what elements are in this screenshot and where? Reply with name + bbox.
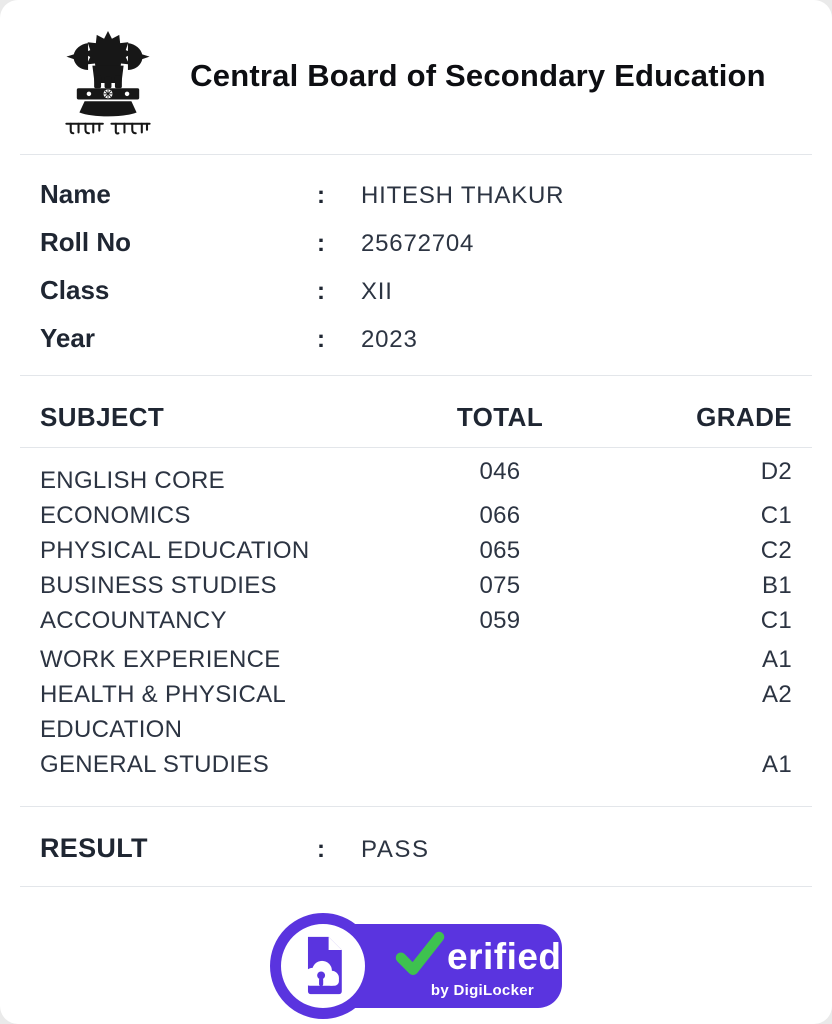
table-row: GENERAL STUDIES A1: [40, 747, 792, 782]
column-header-grade: GRADE: [696, 402, 792, 432]
info-value: XII: [361, 278, 393, 305]
page-title: Central Board of Secondary Education: [190, 58, 766, 93]
subject-cell: PHYSICAL EDUCATION: [40, 537, 310, 564]
digilocker-cloud-document-icon: [304, 936, 342, 995]
subject-cell: ENGLISH CORE: [40, 467, 225, 494]
table-row: ECONOMICS 066 C1: [40, 498, 792, 533]
spacer: [40, 782, 792, 806]
by-digilocker-text: by DigiLocker: [430, 982, 534, 999]
subject-cell: ACCOUNTANCY: [40, 607, 227, 634]
total-cell: 066: [479, 502, 521, 529]
marks-table-body: ENGLISH CORE 046 D2 ECONOMICS 066 C1 PHY…: [0, 448, 832, 806]
info-row-class: Class : XII: [40, 267, 792, 315]
table-row: ENGLISH CORE 046 D2: [40, 458, 792, 498]
info-colon: :: [317, 326, 325, 353]
result-value: PASS: [361, 836, 430, 863]
subject-cell: HEALTH & PHYSICAL EDUCATION: [40, 681, 286, 743]
info-row-rollno: Roll No : 25672704: [40, 219, 792, 267]
table-row: WORK EXPERIENCE A1: [40, 642, 792, 677]
info-colon: :: [317, 278, 325, 305]
verified-text: erified: [447, 936, 562, 977]
total-cell: 075: [479, 572, 521, 599]
verified-row: erified: [394, 931, 562, 982]
grade-cell: D2: [760, 458, 792, 485]
info-value: HITESH THAKUR: [361, 182, 565, 209]
divider: [20, 447, 812, 448]
grade-cell: A1: [762, 646, 792, 673]
checkmark-icon: [395, 931, 445, 976]
badge-circle: [270, 913, 376, 1019]
divider: [20, 886, 812, 887]
digilocker-verified-badge: erified by DigiLocker: [270, 913, 562, 1019]
info-colon: :: [317, 230, 325, 257]
subject-cell: WORK EXPERIENCE: [40, 646, 281, 673]
column-header-subject: SUBJECT: [40, 402, 165, 432]
student-info: Name : HITESH THAKUR Roll No : 25672704 …: [0, 155, 832, 375]
info-value: 2023: [361, 326, 418, 353]
total-cell: 059: [479, 607, 521, 634]
subject-cell: ECONOMICS: [40, 502, 191, 529]
info-value: 25672704: [361, 230, 475, 257]
total-cell: 046: [479, 458, 521, 485]
badge-container: erified by DigiLocker: [0, 913, 832, 1019]
grade-cell: C1: [760, 502, 792, 529]
marks-table-header: SUBJECT TOTAL GRADE: [0, 376, 832, 447]
column-header-total: TOTAL: [456, 402, 544, 432]
header: Central Board of Secondary Education: [0, 0, 832, 154]
grade-cell: B1: [762, 572, 792, 599]
result-label: RESULT: [40, 833, 148, 863]
divider: [20, 154, 812, 155]
table-row: HEALTH & PHYSICAL EDUCATION A2: [40, 677, 792, 747]
info-label: Class: [40, 275, 110, 305]
divider: [20, 806, 812, 807]
total-cell: 065: [479, 537, 521, 564]
info-row-year: Year : 2023: [40, 315, 792, 363]
india-national-emblem-icon: [65, 31, 151, 135]
result-colon: :: [317, 836, 325, 863]
info-colon: :: [317, 182, 325, 209]
info-label: Year: [40, 323, 95, 353]
subject-cell: GENERAL STUDIES: [40, 751, 269, 778]
grade-cell: C2: [760, 537, 792, 564]
info-row-name: Name : HITESH THAKUR: [40, 171, 792, 219]
grade-cell: A2: [762, 681, 792, 708]
table-row: ACCOUNTANCY 059 C1: [40, 603, 792, 638]
info-label: Roll No: [40, 227, 131, 257]
result-row: RESULT : PASS: [40, 830, 792, 868]
table-row: PHYSICAL EDUCATION 065 C2: [40, 533, 792, 568]
subject-cell: BUSINESS STUDIES: [40, 572, 277, 599]
grade-cell: A1: [762, 751, 792, 778]
table-row: BUSINESS STUDIES 075 B1: [40, 568, 792, 603]
result-section: RESULT : PASS: [0, 807, 832, 886]
grade-cell: C1: [760, 607, 792, 634]
divider: [20, 375, 812, 376]
info-label: Name: [40, 179, 111, 209]
